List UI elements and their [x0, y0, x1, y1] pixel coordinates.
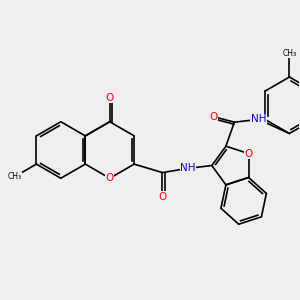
Text: O: O [244, 148, 253, 159]
Text: CH₃: CH₃ [282, 49, 296, 58]
Text: CH₃: CH₃ [7, 172, 21, 181]
Text: O: O [106, 93, 114, 103]
Text: NH: NH [250, 114, 266, 124]
Text: O: O [106, 173, 114, 183]
Text: O: O [209, 112, 217, 122]
Text: O: O [158, 192, 166, 202]
Text: NH: NH [180, 164, 196, 173]
